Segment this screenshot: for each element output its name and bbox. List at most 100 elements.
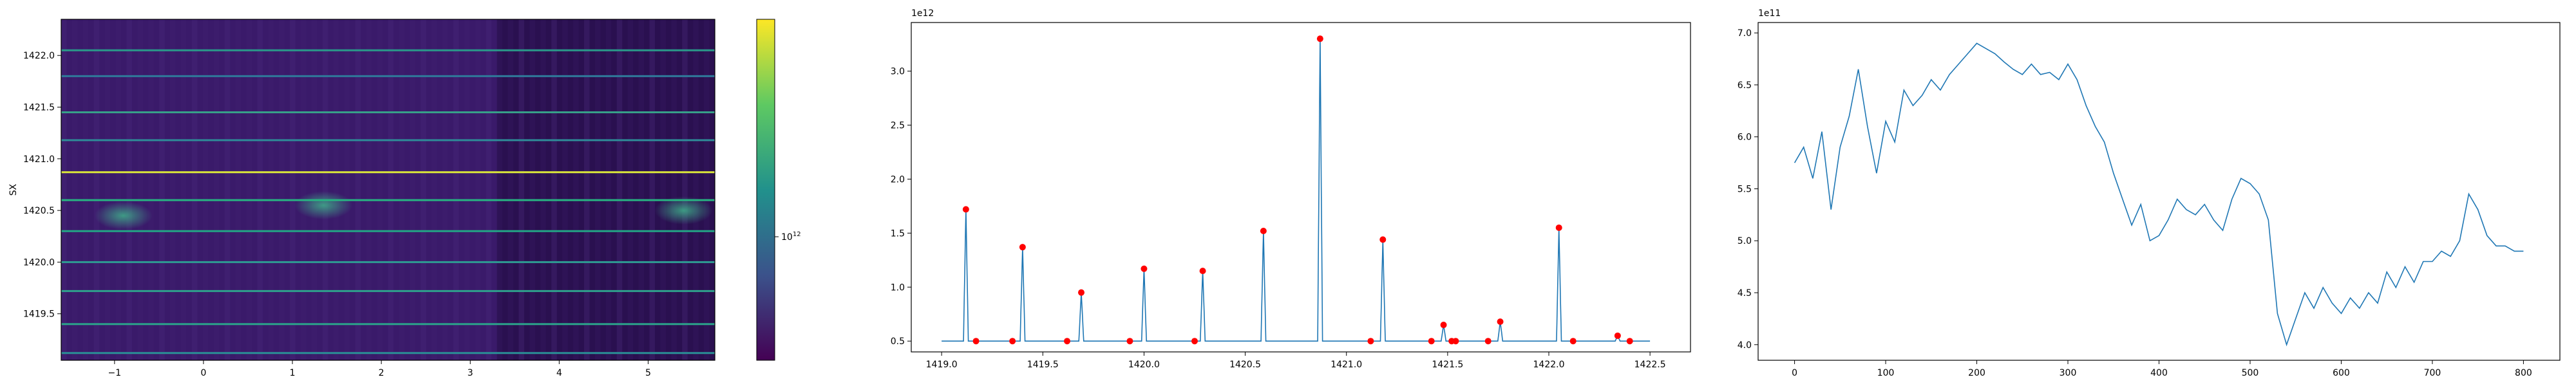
heatmap-band [61,49,715,51]
heatmap-streak [377,19,383,360]
series-y-tick-label: 7.0 [1738,28,1752,39]
heatmap-streak [616,19,623,360]
heatmap-streak [115,19,122,360]
heatmap-streak [312,19,317,360]
peak-marker [1555,224,1562,231]
heatmap-streak [704,19,710,360]
peaks-x-tick-label: 1421.5 [1432,360,1463,370]
heatmap-band [61,230,715,232]
heatmap-streak [279,19,285,360]
peaks-y-tick-label: 2.5 [891,120,905,131]
heatmap-streak [181,19,187,360]
series-line [1794,42,2524,347]
series-x-tick-label: 100 [1877,368,1895,378]
valley-marker [1367,338,1374,345]
heatmap-streak [442,19,448,360]
heatmap-band [61,290,715,292]
peak-marker [1379,236,1387,243]
series-chart-frame [1757,22,2561,361]
heatmap-blob [94,201,153,230]
heatmap-x-tick-label: −1 [108,368,122,378]
peaks-y-axis: 0.5 1.0 1.5 2.0 2.5 3.0 [891,67,911,347]
series-x-tick-label: 800 [2515,368,2532,378]
heatmap-streak [486,19,492,360]
colorbar: 1012 [756,19,801,361]
peaks-x-tick-label: 1422.0 [1533,360,1565,370]
heatmap-streak [518,19,524,360]
valley-marker [1452,338,1459,345]
heatmap-blob [294,191,353,220]
peak-marker [1199,268,1206,275]
valley-marker [1064,338,1070,345]
heatmap-frame [61,19,715,361]
heatmap-band [61,139,715,142]
valley-marker [1191,338,1198,345]
series-y-tick-label: 6.0 [1738,133,1752,143]
heatmap-streak [137,19,143,360]
heatmap-image [61,19,715,360]
heatmap-streak [333,19,339,360]
heatmap-streak [671,19,677,360]
heatmap-band [61,111,715,114]
heatmap-y-tick-label: 1420.0 [23,257,55,268]
heatmap-y-tick-label: 1419.5 [23,309,55,320]
peaks-x-tick-label: 1419.0 [926,360,958,370]
peaks-y-tick-label: 2.0 [891,174,905,185]
heatmap-streak [148,19,154,360]
peaks-markers [962,35,1633,345]
series-x-tick-label: 0 [1792,368,1797,378]
heatmap-x-tick-label: 5 [645,368,651,378]
peaks-x-tick-label: 1419.5 [1027,360,1059,370]
heatmap-y-axis-label: SX [8,183,19,196]
heatmap-streak [126,19,132,360]
series-y-axis: 4.0 4.5 5.0 5.5 6.0 6.5 7.0 [1738,28,1758,351]
peaks-y-tick-label: 3.0 [891,67,905,77]
heatmap-streak [410,19,415,360]
heatmap-x-tick-label: 4 [556,368,562,378]
colorbar-gradient [756,19,775,361]
heatmap-streak [301,19,307,360]
heatmap-streak [290,19,296,360]
heatmap-streak [71,19,78,360]
series-y-tick-label: 6.5 [1738,80,1752,91]
heatmap-y-tick-label: 1421.5 [23,103,55,113]
valley-marker [1626,338,1633,345]
heatmap-streak [431,19,437,360]
heatmap-y-axis: 1419.5 1420.0 1420.5 1421.0 1421.5 1422.0 [23,51,61,320]
peaks-chart-frame [911,22,1691,353]
heatmap-streak [399,19,404,360]
heatmap-streak [464,19,470,360]
heatmap-streak [192,19,198,360]
series-x-tick-label: 700 [2424,368,2441,378]
heatmap-streak [213,19,220,360]
valley-marker [1009,338,1016,345]
series-chart: 0 100 200 300 400 500 600 700 800 4.0 4.5 5.0 5.5 6.… [1738,8,2561,378]
heatmap-streak [388,19,393,360]
heatmap-streak [638,19,645,360]
peaks-series [942,39,1651,342]
series-y-tick-label: 4.0 [1738,340,1752,351]
heatmap-band [61,171,715,174]
peaks-x-tick-label: 1421.0 [1331,360,1362,370]
heatmap-streak [104,19,111,360]
peaks-x-tick-label: 1420.0 [1128,360,1160,370]
heatmap-streak [540,19,546,360]
heatmap-streak [497,19,503,360]
peak-marker [1141,265,1148,272]
peaks-y-tick-label: 1.0 [891,282,905,293]
heatmap-y-tick-label: 1421.0 [23,154,55,165]
heatmap-streak [660,19,666,360]
peaks-y-tick-label: 0.5 [891,336,905,347]
heatmap-streak [529,19,535,360]
heatmap-streak [605,19,612,360]
heatmap-band [61,199,715,201]
heatmap-streak [627,19,634,360]
heatmap-streak [453,19,459,360]
heatmap-y-tick-label: 1420.5 [23,206,55,216]
heatmap-x-axis: −1 0 1 2 3 4 5 [108,360,651,378]
heatmap-streak [235,19,242,360]
peaks-x-tick-label: 1420.5 [1229,360,1261,370]
heatmap-y-tick-label: 1422.0 [23,51,55,61]
heatmap-streak [584,19,590,360]
heatmap-streak [682,19,688,360]
